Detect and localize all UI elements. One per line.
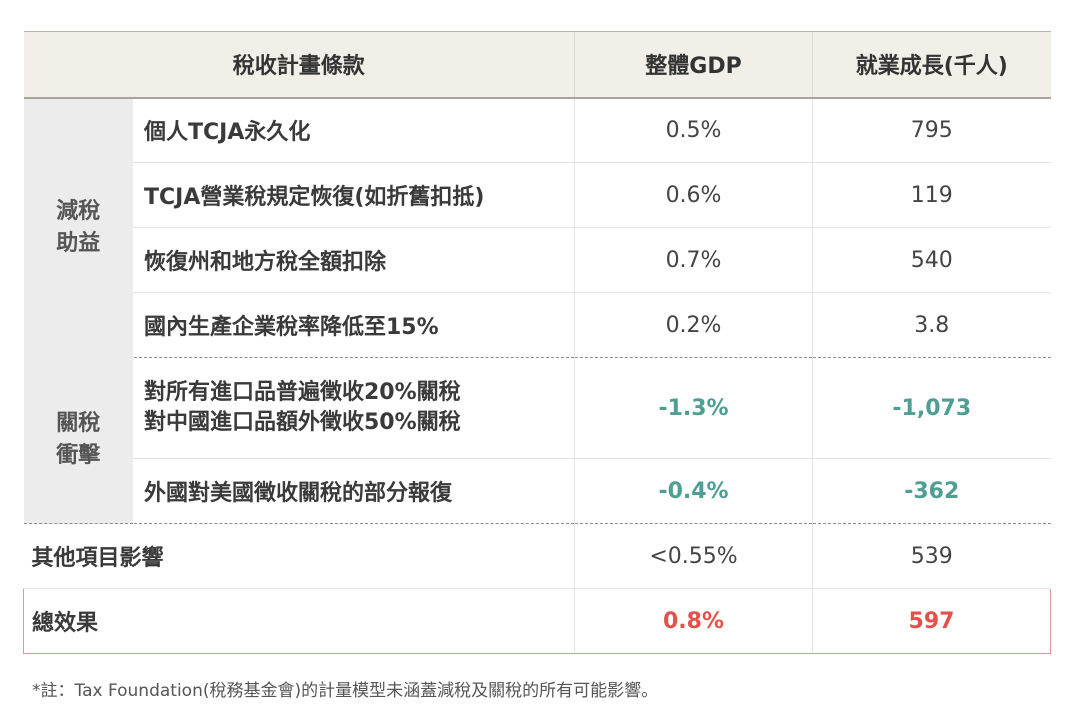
group-label-tariff: 關稅 衝擊 [23,357,134,524]
group-label-tariff-text: 關稅 衝擊 [56,411,101,469]
row-item: TCJA營業稅規定恢復(如折舊扣抵) [132,162,575,228]
row-item-line-2: 對中國進口品額外徵收50%關稅 [144,410,461,435]
row-item: 外國對美國徵收關稅的部分報復 [132,458,575,524]
row-jobs: 3.8 [812,292,1051,358]
row-gdp: 0.5% [574,97,813,163]
tax-plan-impact-table-container: 稅收計畫條款 整體GDP 就業成長(千人) 減稅 助益 個人TCJA永久化 0.… [22,31,1052,654]
total-effect-gdp: 0.8% [574,588,813,654]
table-row: 外國對美國徵收關稅的部分報復 -0.4% -362 [24,458,1051,524]
table-row: 減稅 助益 個人TCJA永久化 0.5% 795 [23,97,1051,358]
other-effects-row: 其他項目影響 <0.55% 539 [23,523,1051,589]
header-gdp: 整體GDP [574,31,813,99]
header-jobs: 就業成長(千人) [812,31,1051,99]
row-gdp: -0.4% [574,458,813,524]
group-label-tax-cut: 減稅 助益 [23,97,134,358]
row-item-line-1: 對所有進口品普遍徵收20%關稅 [144,380,461,405]
row-gdp: 0.6% [574,162,813,228]
footnote: *註：Tax Foundation(稅務基金會)的計量模型未涵蓋減稅及關稅的所有… [32,681,659,701]
row-gdp: 0.2% [574,292,813,358]
row-jobs: -1,073 [812,357,1051,459]
row-item: 對所有進口品普遍徵收20%關稅 對中國進口品額外徵收50%關稅 [132,357,575,459]
table-row: 關稅 衝擊 對所有進口品普遍徵收20%關稅 對中國進口品額外徵收50%關稅 -1… [23,357,1051,524]
group-label-tax-cut-text: 減稅 助益 [56,199,101,256]
table-row: 恢復州和地方稅全額扣除 0.7% 540 [24,227,1051,293]
row-item: 恢復州和地方稅全額扣除 [132,227,575,293]
total-effect-jobs: 597 [812,588,1052,654]
total-effect-label: 總效果 [22,588,575,654]
row-gdp: 0.7% [574,227,813,293]
header-provision: 稅收計畫條款 [23,31,575,99]
row-jobs: 795 [812,97,1051,163]
row-jobs: 119 [812,162,1051,228]
row-item: 個人TCJA永久化 [132,97,575,163]
tax-plan-impact-table: 稅收計畫條款 整體GDP 就業成長(千人) 減稅 助益 個人TCJA永久化 0.… [22,31,1052,654]
row-gdp: -1.3% [574,357,813,459]
other-effects-gdp: <0.55% [574,523,813,589]
row-jobs: 540 [812,227,1051,293]
row-item: 國內生產企業稅率降低至15% [132,292,575,358]
total-effect-row: 總效果 0.8% 597 [22,588,1052,654]
row-jobs: -362 [812,458,1051,524]
table-header-row: 稅收計畫條款 整體GDP 就業成長(千人) [23,31,1051,99]
other-effects-jobs: 539 [812,523,1051,589]
other-effects-label: 其他項目影響 [23,523,575,589]
table-row: 國內生產企業稅率降低至15% 0.2% 3.8 [24,292,1051,358]
table-row: TCJA營業稅規定恢復(如折舊扣抵) 0.6% 119 [24,162,1051,228]
